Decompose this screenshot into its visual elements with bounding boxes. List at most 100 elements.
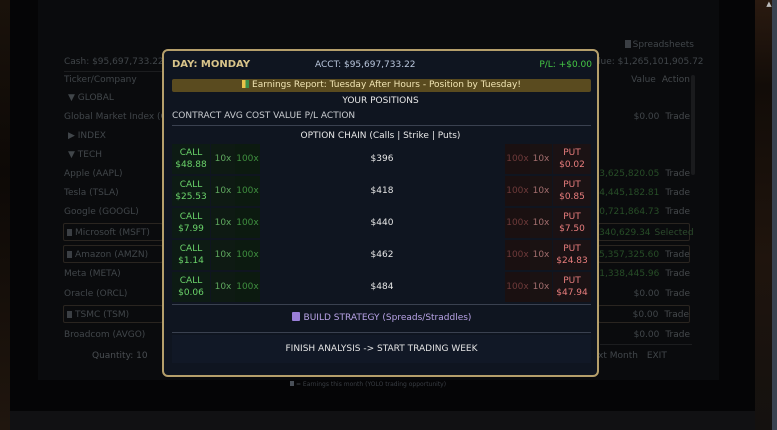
bottom-bar [10,411,755,430]
call-option[interactable]: CALL $0.06 [172,272,210,302]
put-option[interactable]: PUT $0.85 [553,176,591,206]
selected-badge[interactable]: Selected [654,228,694,238]
profit-loss: P/L: +$0.00 [539,60,592,70]
earnings-icon [242,80,250,88]
row-meta[interactable]: Meta (META) [64,269,121,279]
memo-icon [291,312,300,321]
call-option[interactable]: CALL $1.14 [172,240,210,270]
buy-call-100x-button[interactable]: 100x [235,240,260,270]
divider [172,125,591,126]
row-tsmc[interactable]: TSMC (TSM) [63,305,163,323]
trade-button[interactable]: Trade [665,112,690,122]
option-chain-row: CALL $1.14 10x 100x $462 100x 10x PUT $24.… [172,240,591,270]
buy-call-100x-button[interactable]: 100x [235,176,260,206]
buy-call-10x-button[interactable]: 10x [211,176,235,206]
call-option[interactable]: CALL $48.88 [172,144,210,174]
option-chain-row: CALL $48.88 10x 100x $396 100x 10x PUT $0.… [172,144,591,174]
row-microsoft-value: 340,629.34 Selected [598,223,694,241]
group-global-toggle[interactable]: ▼ GLOBAL [68,93,114,103]
exit-button[interactable]: EXIT [646,351,667,361]
put-option[interactable]: PUT $47.94 [553,272,591,302]
earnings-icon [67,251,72,258]
strike-price: $462 [370,250,394,260]
group-index-toggle[interactable]: ▶ INDEX [68,131,106,141]
finish-analysis-button[interactable]: FINISH ANALYSIS -> START TRADING WEEK [172,335,591,363]
row-microsoft[interactable]: Microsoft (MSFT) [63,223,163,241]
spreadsheets-button[interactable]: Spreadsheets [610,36,694,54]
buy-put-100x-button[interactable]: 100x [505,176,530,206]
positions-columns: CONTRACT AVG COST VALUE P/L ACTION [172,111,356,121]
column-ticker: Ticker/Company [64,75,137,85]
option-chain-row: CALL $7.99 10x 100x $440 100x 10x PUT $7.5… [172,208,591,238]
buy-put-10x-button[interactable]: 10x [530,176,552,206]
call-option[interactable]: CALL $7.99 [172,208,210,238]
put-option[interactable]: PUT $7.50 [553,208,591,238]
next-month-exit: xt Month EXIT [598,347,678,365]
column-value-action: Value Action [598,71,690,89]
strike-price: $484 [370,282,394,292]
strike-price: $396 [370,154,394,164]
option-chain-title: OPTION CHAIN (Calls | Strike | Puts) [300,131,461,141]
put-option[interactable]: PUT $0.02 [553,144,591,174]
build-strategy-button[interactable]: BUILD STRATEGY (Spreads/Straddles) [172,306,591,330]
desktop-right-edge [755,0,777,430]
earnings-options-modal: DAY: MONDAY ACCT: $95,697,733.22 P/L: +$… [162,49,599,377]
buy-call-10x-button[interactable]: 10x [211,208,235,238]
row-broadcom-value: $0.00 Trade [633,330,690,340]
buy-put-100x-button[interactable]: 100x [505,240,530,270]
earnings-icon [67,229,72,236]
buy-call-100x-button[interactable]: 100x [235,144,260,174]
buy-put-10x-button[interactable]: 10x [530,208,552,238]
row-amazon[interactable]: Amazon (AMZN) [63,245,163,263]
row-google[interactable]: Google (GOOGL) [64,207,139,217]
row-tesla[interactable]: Tesla (TSLA) [64,188,119,198]
buy-call-10x-button[interactable]: 10x [211,272,235,302]
cash-label: Cash: $95,697,733.22 [64,57,164,67]
row-apple[interactable]: Apple (AAPL) [64,169,123,179]
call-option[interactable]: CALL $25.53 [172,176,210,206]
account-balance: ACCT: $95,697,733.22 [315,60,416,70]
row-global-market-index[interactable]: Global Market Index (G [64,112,164,122]
trade-button[interactable]: Trade [665,169,690,179]
buy-put-10x-button[interactable]: 10x [530,272,552,302]
earnings-banner: Earnings Report: Tuesday After Hours - P… [172,79,591,92]
trade-button[interactable]: Trade [665,289,690,299]
row-apple-value: 3,625,820.05 Trade [599,169,690,179]
buy-call-100x-button[interactable]: 100x [235,208,260,238]
buy-put-10x-button[interactable]: 10x [530,144,552,174]
row-oracle-value: $0.00 Trade [633,289,690,299]
trade-button[interactable]: Trade [665,269,690,279]
buy-call-10x-button[interactable]: 10x [211,144,235,174]
buy-put-100x-button[interactable]: 100x [505,144,530,174]
column-action: Action [661,75,690,85]
earnings-footnote: = Earnings this month (YOLO trading oppo… [290,381,446,388]
buy-put-10x-button[interactable]: 10x [530,240,552,270]
buy-put-100x-button[interactable]: 100x [505,208,530,238]
background-scrollbar[interactable] [691,75,695,175]
desktop-left-edge [0,0,10,430]
strike-price: $440 [370,218,394,228]
row-google-value: 0,721,864.73 Trade [599,207,690,217]
buy-put-100x-button[interactable]: 100x [505,272,530,302]
strike-price: $418 [370,186,394,196]
trade-button[interactable]: Trade [664,310,689,320]
quantity-label[interactable]: Quantity: 10 [92,351,148,361]
trade-button[interactable]: Trade [665,250,690,260]
window-scrollbar[interactable] [772,0,777,430]
buy-call-100x-button[interactable]: 100x [235,272,260,302]
trade-button[interactable]: Trade [665,330,690,340]
trade-button[interactable]: Trade [665,188,690,198]
divider [172,304,591,305]
divider [600,344,692,345]
next-month-button[interactable]: xt Month [598,351,638,361]
trade-button[interactable]: Trade [665,207,690,217]
buy-call-10x-button[interactable]: 10x [211,240,235,270]
divider [172,332,591,333]
group-tech-toggle[interactable]: ▼ TECH [68,150,103,160]
scroll-up-arrow-icon[interactable]: ▲ [766,0,772,8]
put-option[interactable]: PUT $24.83 [553,240,591,270]
row-broadcom[interactable]: Broadcom (AVGO) [64,330,146,340]
modal-header: DAY: MONDAY ACCT: $95,697,733.22 P/L: +$… [172,59,592,73]
row-oracle[interactable]: Oracle (ORCL) [64,289,128,299]
row-tsmc-value: $0.00 Trade [598,305,690,323]
